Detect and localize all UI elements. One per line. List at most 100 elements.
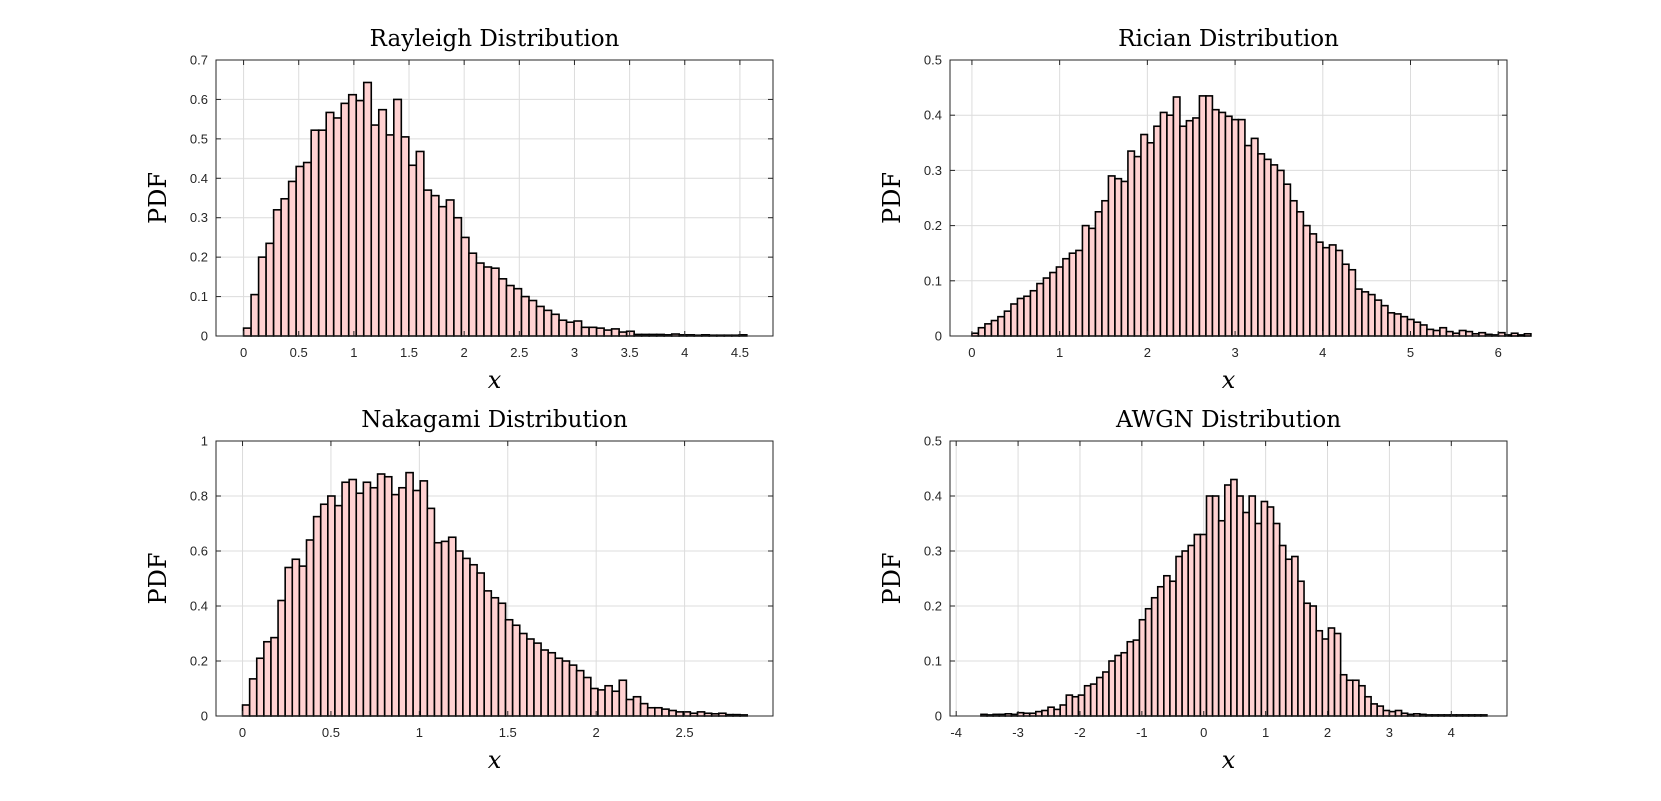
- rician-bar: [1133, 155, 1142, 337]
- rician-bar: [1114, 177, 1123, 337]
- rician-x-tick-label: 6: [1495, 345, 1502, 360]
- rician-bar: [1094, 211, 1103, 337]
- rayleigh-x-tick-label: 0.5: [290, 345, 308, 360]
- rayleigh-bar: [535, 305, 545, 337]
- nakagami-x-tick-label: 2.5: [676, 725, 694, 740]
- awgn-bar: [1339, 673, 1348, 717]
- rician-bar: [1049, 271, 1058, 337]
- rayleigh-bar: [385, 134, 395, 337]
- rayleigh-bar: [242, 327, 252, 337]
- nakagami-y-tick-label: 0.2: [190, 654, 208, 669]
- awgn-bar: [1303, 602, 1311, 717]
- awgn-bar: [1242, 511, 1250, 717]
- rician-bar: [1393, 313, 1402, 337]
- rayleigh-y-tick-label: 0.1: [190, 289, 208, 304]
- awgn-bar: [1230, 478, 1238, 717]
- nakagami-bar: [362, 481, 372, 717]
- rician-bar: [1465, 330, 1474, 337]
- nakagami-x-tick-label: 1: [416, 725, 423, 740]
- nakagami-x-tick-label: 2: [593, 725, 600, 740]
- rayleigh-bar: [595, 327, 605, 337]
- rayleigh-x-tick-label: 2.5: [510, 345, 528, 360]
- nakagami-bar: [575, 669, 585, 717]
- rayleigh-x-tick-label: 2: [461, 345, 468, 360]
- rician-y-axis-label: PDF: [878, 172, 906, 224]
- nakagami-bar: [604, 684, 613, 717]
- rician-x-tick-label: 5: [1407, 345, 1414, 360]
- nakagami-bar: [447, 536, 457, 717]
- awgn-axes-frame: [949, 440, 1508, 717]
- awgn-bar: [1297, 580, 1305, 717]
- nakagami-y-axis-label: PDF: [144, 552, 172, 604]
- awgn-bar: [1095, 676, 1104, 717]
- nakagami-y-tick-label: 1: [201, 434, 208, 449]
- nakagami-bar: [433, 541, 443, 717]
- awgn-x-tick-label: 3: [1386, 725, 1393, 740]
- rician-bar: [1003, 310, 1012, 337]
- rayleigh-bar: [250, 293, 260, 337]
- awgn-bar: [1272, 522, 1281, 717]
- nakagami-bar: [319, 503, 329, 717]
- awgn-bar: [1077, 694, 1086, 717]
- rician-bar: [1445, 330, 1454, 337]
- nakagami-bar: [376, 473, 386, 717]
- awgn-x-tick-label: -3: [1012, 725, 1024, 740]
- rayleigh-bar: [550, 313, 560, 337]
- awgn-bar: [1114, 654, 1122, 717]
- rayleigh-bar: [498, 278, 508, 337]
- nakagami-bar: [412, 489, 422, 717]
- awgn-bar: [1047, 706, 1055, 717]
- rayleigh-y-tick-label: 0.6: [190, 92, 208, 107]
- awgn-x-tick-label: -4: [950, 725, 962, 740]
- nakagami-bar: [611, 690, 621, 717]
- nakagami-bar: [497, 602, 507, 717]
- rician-bar: [1315, 241, 1324, 337]
- rayleigh-bar: [287, 180, 297, 337]
- rician-bar: [1380, 304, 1389, 337]
- rayleigh-y-tick-label: 0.7: [190, 53, 208, 68]
- rician-bar: [977, 326, 986, 337]
- nakagami-chart: 0 0.5 1 1.5 2 2.5 0 0.2 0.4 0.6 0.8 1 Nakagami Distr…: [144, 407, 774, 774]
- rayleigh-x-tick-label: 4: [681, 345, 688, 360]
- nakagami-bar: [419, 480, 429, 717]
- rician-bar: [1257, 153, 1266, 337]
- rician-bar: [1101, 199, 1110, 337]
- rician-bar: [1166, 114, 1175, 337]
- rician-bar: [1192, 117, 1201, 337]
- nakagami-bar: [298, 565, 308, 717]
- rician-bar: [1361, 291, 1370, 337]
- awgn-bar: [1035, 710, 1043, 717]
- rician-bar: [1185, 119, 1194, 337]
- nakagami-bar: [597, 689, 606, 717]
- nakagami-bar: [327, 495, 336, 717]
- rician-x-tick-label: 2: [1144, 345, 1151, 360]
- nakagami-bar: [241, 704, 251, 717]
- rayleigh-x-tick-label: 0: [240, 345, 247, 360]
- rician-bar: [1309, 233, 1318, 337]
- nakagami-chart-title: Nakagami Distribution: [361, 407, 628, 433]
- nakagami-ticks: 0 0.5 1 1.5 2 2.5 0 0.2 0.4 0.6 0.8 1: [190, 434, 773, 740]
- rician-bar: [1146, 142, 1155, 337]
- rayleigh-bar: [377, 108, 388, 337]
- nakagami-bar: [618, 679, 628, 717]
- rayleigh-x-tick-label: 1.5: [400, 345, 418, 360]
- rician-x-tick-label: 1: [1056, 345, 1063, 360]
- rayleigh-bar: [265, 242, 275, 337]
- awgn-bar: [1187, 544, 1196, 717]
- rician-bar: [1237, 118, 1246, 337]
- rayleigh-bar: [603, 329, 613, 337]
- nakagami-bar: [483, 590, 493, 717]
- nakagami-bar: [590, 687, 599, 717]
- awgn-bar: [1333, 632, 1342, 717]
- rayleigh-bar: [430, 194, 440, 337]
- rician-bar: [1244, 144, 1253, 337]
- awgn-chart: -4 -3 -2 -1 0 1 2 3 4 0 0.1 0.2 0.3 0.4 0.5 AWGN Distri…: [878, 407, 1508, 774]
- rician-bar: [1341, 263, 1350, 337]
- nakagami-bar: [341, 481, 350, 717]
- awgn-bar: [1065, 694, 1074, 717]
- rician-bar: [1276, 169, 1285, 337]
- rayleigh-bar: [460, 236, 470, 337]
- awgn-bar: [1089, 683, 1098, 717]
- rayleigh-x-tick-label: 3: [571, 345, 578, 360]
- rayleigh-chart-title: Rayleigh Distribution: [370, 26, 620, 52]
